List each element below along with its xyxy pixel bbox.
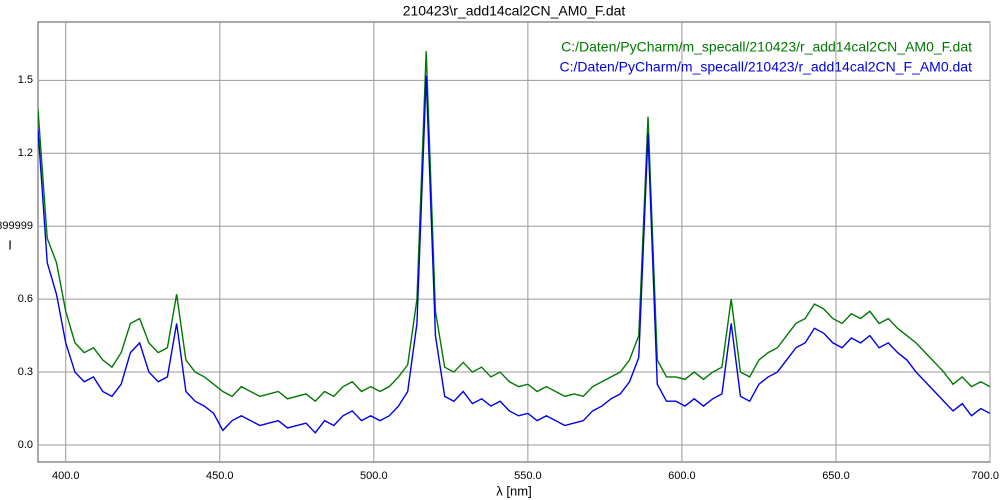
x-tick-label: 700.0 <box>971 470 999 482</box>
lines <box>38 51 990 434</box>
y-tick-label: 0.899999 <box>0 220 33 232</box>
y-tick-label: 0.3 <box>18 366 33 378</box>
y-axis-label: I <box>8 237 12 252</box>
series-line <box>38 75 990 434</box>
plot-area <box>37 21 991 463</box>
x-tick-label: 550.0 <box>514 470 542 482</box>
grid <box>38 22 991 462</box>
legend-entry: C:/Daten/PyCharm/m_specall/210423/r_add1… <box>561 39 972 55</box>
x-tick-label: 650.0 <box>822 470 850 482</box>
x-axis-label: λ [nm] <box>496 483 531 498</box>
legend: C:/Daten/PyCharm/m_specall/210423/r_add1… <box>560 39 973 75</box>
x-tick-label: 400.0 <box>52 470 80 482</box>
series-line <box>38 51 990 403</box>
chart-title: 210423\r_add14cal2CN_AM0_F.dat <box>403 3 626 19</box>
x-tick-label: 500.0 <box>360 470 388 482</box>
y-tick-label: 0.0 <box>18 439 33 451</box>
y-tick-label: 0.6 <box>18 293 33 305</box>
x-tick-label: 600.0 <box>668 470 696 482</box>
y-tick-label: 1.2 <box>18 147 33 159</box>
y-tick-label: 1.5 <box>18 74 33 86</box>
x-tick-label: 450.0 <box>206 470 234 482</box>
legend-entry: C:/Daten/PyCharm/m_specall/210423/r_add1… <box>560 59 973 75</box>
